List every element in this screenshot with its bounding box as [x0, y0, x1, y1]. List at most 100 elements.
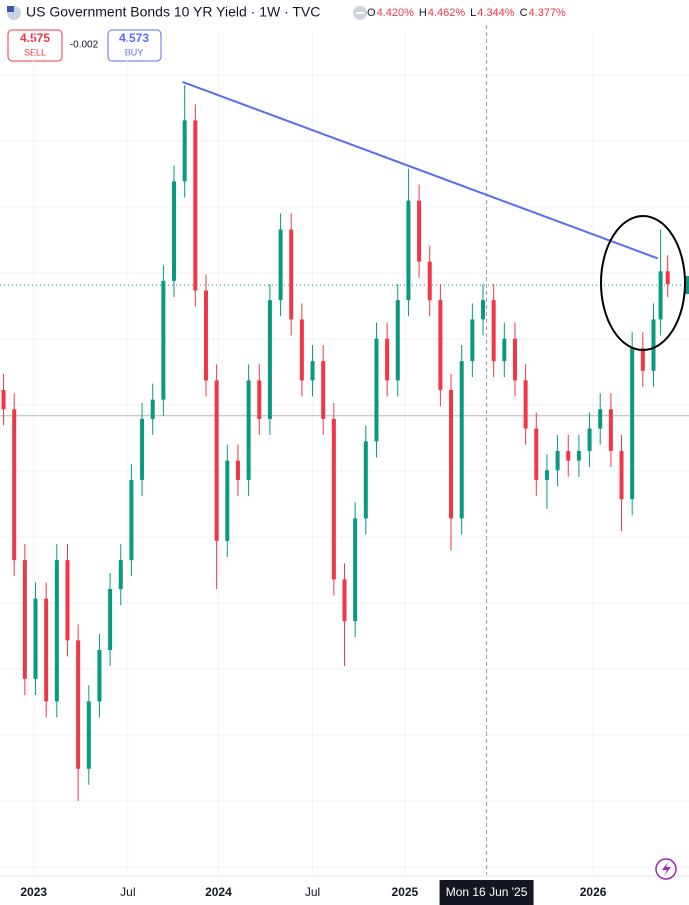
candle-body — [278, 229, 283, 301]
candle-body — [1, 390, 6, 410]
candle-body — [246, 380, 251, 480]
candle-body — [193, 120, 198, 291]
candle-body — [598, 409, 603, 429]
x-tick-label: 2024 — [205, 885, 232, 899]
candle-body — [22, 560, 27, 679]
candle-body — [214, 380, 219, 541]
candle-body — [374, 338, 379, 442]
ohlc-value: 4.344% — [477, 7, 515, 19]
candle-body — [406, 200, 411, 301]
candle-body — [150, 399, 155, 419]
candle-body — [12, 409, 17, 561]
candle-body — [203, 290, 208, 381]
sell-button[interactable] — [7, 29, 63, 62]
candle-body — [658, 271, 663, 320]
candle-body — [235, 460, 240, 480]
candle-body — [118, 560, 123, 590]
candle-body — [555, 451, 560, 471]
ohlc-value: 4.420% — [377, 7, 415, 19]
ohlc-values: O 4.420% H 4.462% L 4.344% C 4.377% — [367, 7, 566, 19]
candle-body — [459, 361, 464, 519]
crosshair-label: Mon 16 Jun '25 — [446, 885, 528, 899]
candle-body — [267, 300, 272, 419]
candle-body — [417, 200, 422, 262]
sell-price: 4.575 — [20, 31, 50, 45]
time-axis-labels: 2023 Jul 2024 Jul 2025 2026 Mon 16 Jun '25 — [20, 880, 607, 905]
candle-body — [310, 361, 315, 381]
candle-body — [54, 560, 59, 702]
chart-title: US Government Bonds 10 YR Yield · 1W · T… — [26, 4, 320, 20]
sell-label: SELL — [24, 47, 46, 57]
buy-price: 4.573 — [119, 31, 149, 45]
highlight-ellipse — [600, 215, 686, 351]
candle-body — [86, 701, 91, 769]
candle-body — [65, 560, 70, 641]
header: US Government Bonds 10 YR Yield · 1W · T… — [7, 4, 566, 62]
candle-body — [331, 418, 336, 580]
x-tick-label: 2023 — [20, 885, 47, 899]
candle-body — [619, 451, 624, 500]
candle-body — [651, 319, 656, 371]
candle-body — [481, 300, 486, 320]
candle-body — [385, 338, 390, 381]
ohlc-key: C — [520, 7, 528, 19]
candle-body — [576, 451, 581, 461]
candle-body — [257, 380, 262, 419]
candle-body — [172, 181, 177, 281]
plot-area — [0, 25, 689, 875]
candle-body — [44, 598, 49, 702]
candle-body — [363, 441, 368, 519]
candle-body — [630, 348, 635, 500]
candle-body — [427, 261, 432, 301]
lightning-icon — [662, 862, 671, 876]
candle-body — [225, 460, 230, 541]
candle-body — [321, 361, 326, 419]
hide-icon — [356, 12, 364, 14]
ohlc-value: 4.377% — [529, 7, 567, 19]
buy-label: BUY — [125, 47, 144, 57]
candle-body — [353, 518, 358, 622]
time-axis — [0, 876, 689, 905]
candle-body — [438, 300, 443, 391]
candle-body — [512, 338, 517, 381]
x-tick-label: 2025 — [392, 885, 419, 899]
crosshair-label-box — [439, 880, 534, 905]
candle-body — [523, 380, 528, 429]
candle-body — [76, 640, 81, 769]
ohlc-value: 4.462% — [428, 7, 466, 19]
candle-body — [534, 428, 539, 480]
candle-body — [566, 451, 571, 461]
candle-body — [449, 390, 454, 519]
candle-body — [97, 650, 102, 702]
ohlc-key: H — [419, 7, 427, 19]
candle-body — [395, 300, 400, 381]
x-tick-label: 2026 — [580, 885, 607, 899]
candle-body — [182, 120, 187, 182]
trendline — [182, 80, 659, 260]
flag-canton — [7, 6, 14, 12]
candle-body — [544, 470, 549, 480]
spread: -0.002 — [70, 40, 99, 51]
ohlc-key: L — [470, 7, 476, 19]
x-tick-label: Jul — [305, 885, 320, 899]
x-tick-label: Jul — [120, 885, 135, 899]
candle-body — [470, 319, 475, 362]
candle-body — [299, 319, 304, 381]
candle-body — [640, 348, 645, 371]
buy-button[interactable] — [107, 29, 162, 62]
candle-body — [608, 409, 613, 452]
candle-body — [161, 280, 166, 400]
candle-body — [665, 271, 670, 285]
candle-body — [108, 589, 113, 651]
candle-body — [33, 598, 38, 679]
last-price-tag — [684, 276, 689, 295]
candle-body — [342, 579, 347, 622]
candle-body — [289, 229, 294, 320]
ohlc-key: O — [367, 7, 376, 19]
candle-body — [502, 338, 507, 362]
candle-body — [129, 479, 134, 561]
candle-body — [140, 418, 145, 480]
candle-body — [491, 300, 496, 362]
candle-body — [587, 428, 592, 452]
